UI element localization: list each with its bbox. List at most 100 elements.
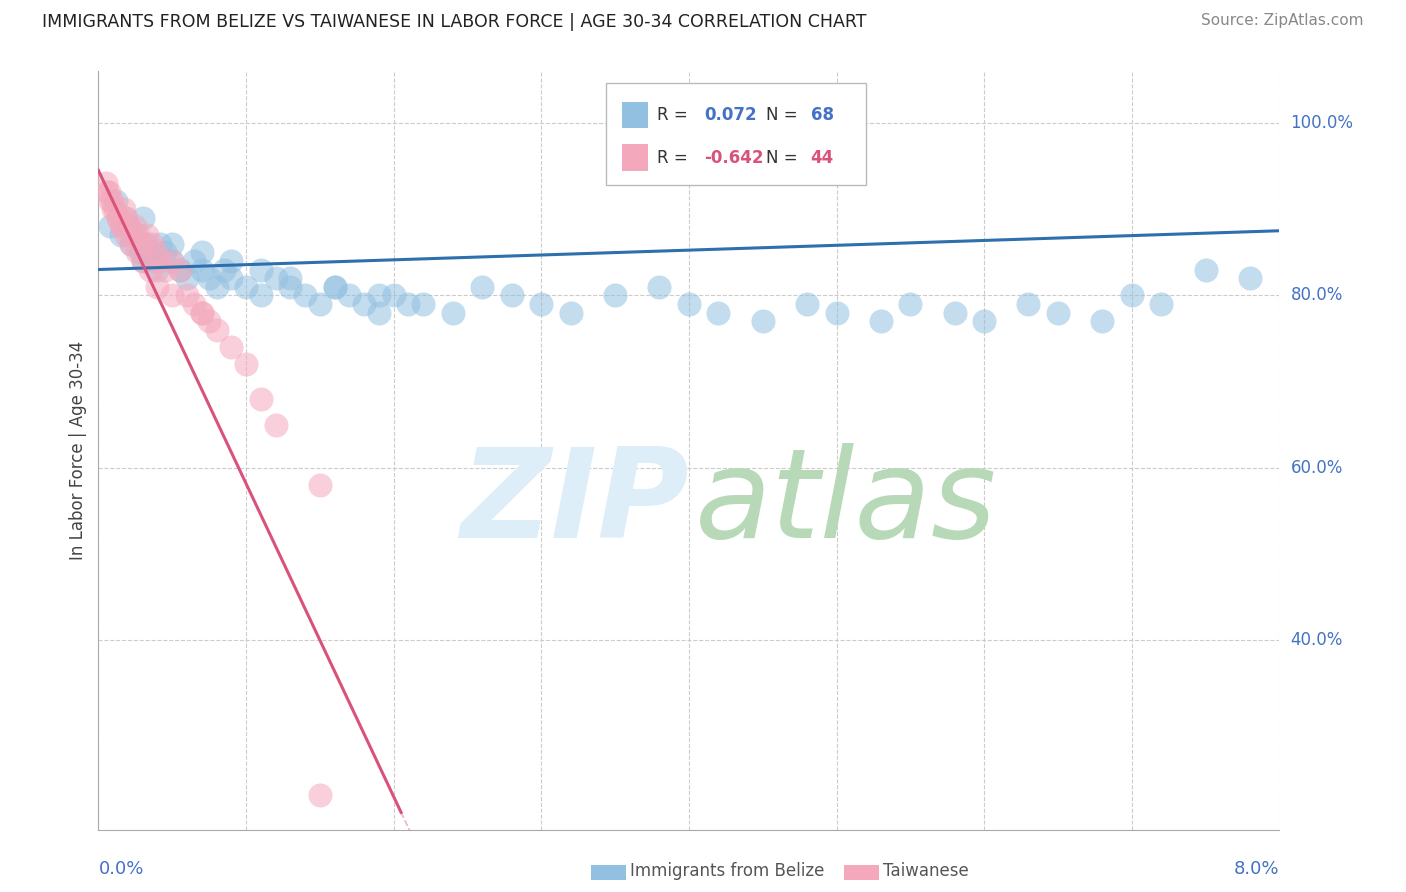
Point <box>648 279 671 293</box>
Text: Source: ZipAtlas.com: Source: ZipAtlas.com <box>1201 13 1364 29</box>
Point <box>530 297 553 311</box>
Point <box>110 219 132 234</box>
Point <box>280 279 302 293</box>
Point <box>114 211 136 225</box>
Text: 68: 68 <box>811 106 834 124</box>
Point <box>250 288 273 302</box>
Point <box>97 185 120 199</box>
Point <box>973 314 995 328</box>
Point <box>124 228 146 243</box>
Point <box>136 228 159 243</box>
Point <box>98 219 121 234</box>
Point <box>1150 297 1173 311</box>
Point <box>250 392 273 406</box>
Point <box>398 297 420 311</box>
Point <box>139 262 162 277</box>
Point <box>117 219 139 234</box>
Point <box>412 297 434 311</box>
Point <box>176 288 198 302</box>
Point <box>264 417 287 432</box>
Text: 0.072: 0.072 <box>704 106 756 124</box>
Point <box>309 297 332 311</box>
Point <box>323 279 346 293</box>
Point <box>250 262 273 277</box>
Text: 80.0%: 80.0% <box>1291 286 1343 304</box>
Point <box>132 253 155 268</box>
Point <box>198 314 221 328</box>
Point <box>191 305 214 319</box>
Point <box>205 279 228 293</box>
Point <box>143 253 166 268</box>
Point <box>153 245 176 260</box>
Point <box>605 288 627 302</box>
Text: N =: N = <box>766 106 803 124</box>
Point <box>149 253 172 268</box>
Point <box>107 211 129 225</box>
Point <box>107 211 129 225</box>
Point <box>707 305 730 319</box>
Point <box>120 236 142 251</box>
Point <box>368 288 391 302</box>
Point <box>1091 314 1114 328</box>
Point <box>135 236 157 251</box>
Point <box>128 245 150 260</box>
Point <box>169 262 191 277</box>
Point <box>796 297 818 311</box>
Point <box>1046 305 1070 319</box>
Point <box>132 236 155 251</box>
Point <box>162 288 183 302</box>
Point <box>105 194 128 208</box>
Point <box>212 262 235 277</box>
FancyBboxPatch shape <box>606 83 866 186</box>
Point <box>104 202 127 217</box>
Point <box>146 262 169 277</box>
Point <box>111 219 134 234</box>
Point <box>121 228 143 243</box>
Text: Immigrants from Belize: Immigrants from Belize <box>630 863 824 880</box>
Point <box>323 279 346 293</box>
Point <box>183 253 205 268</box>
Point <box>191 245 214 260</box>
Text: Taiwanese: Taiwanese <box>883 863 969 880</box>
Text: IMMIGRANTS FROM BELIZE VS TAIWANESE IN LABOR FORCE | AGE 30-34 CORRELATION CHART: IMMIGRANTS FROM BELIZE VS TAIWANESE IN L… <box>42 13 866 31</box>
Point <box>115 211 138 225</box>
FancyBboxPatch shape <box>621 145 648 171</box>
Point <box>678 297 700 311</box>
Point <box>141 236 163 251</box>
Point <box>124 219 146 234</box>
Point <box>368 305 391 319</box>
Text: 100.0%: 100.0% <box>1291 114 1354 132</box>
Point <box>1195 262 1218 277</box>
Point <box>221 253 243 268</box>
Point <box>132 211 155 225</box>
Point <box>132 253 155 268</box>
Point <box>146 279 169 293</box>
Point <box>1018 297 1040 311</box>
Point <box>127 228 149 243</box>
Point <box>221 271 243 285</box>
Point <box>339 288 361 302</box>
Point <box>115 228 138 243</box>
Point <box>145 245 167 260</box>
Text: ZIP: ZIP <box>460 443 689 564</box>
Point <box>382 288 405 302</box>
Text: R =: R = <box>657 106 693 124</box>
Point <box>149 236 172 251</box>
Point <box>191 305 214 319</box>
Point <box>176 271 198 285</box>
Point <box>103 202 125 217</box>
Point <box>100 194 122 208</box>
Y-axis label: In Labor Force | Age 30-34: In Labor Force | Age 30-34 <box>69 341 87 560</box>
Text: atlas: atlas <box>695 443 997 564</box>
Text: 0.0%: 0.0% <box>98 860 143 878</box>
Point <box>825 305 848 319</box>
Point <box>112 202 135 217</box>
Point <box>198 271 221 285</box>
Point <box>94 177 117 191</box>
Point <box>125 245 148 260</box>
Point <box>110 228 132 243</box>
Text: R =: R = <box>657 149 693 167</box>
Point <box>1239 271 1261 285</box>
Text: 44: 44 <box>811 149 834 167</box>
Text: -0.642: -0.642 <box>704 149 763 167</box>
